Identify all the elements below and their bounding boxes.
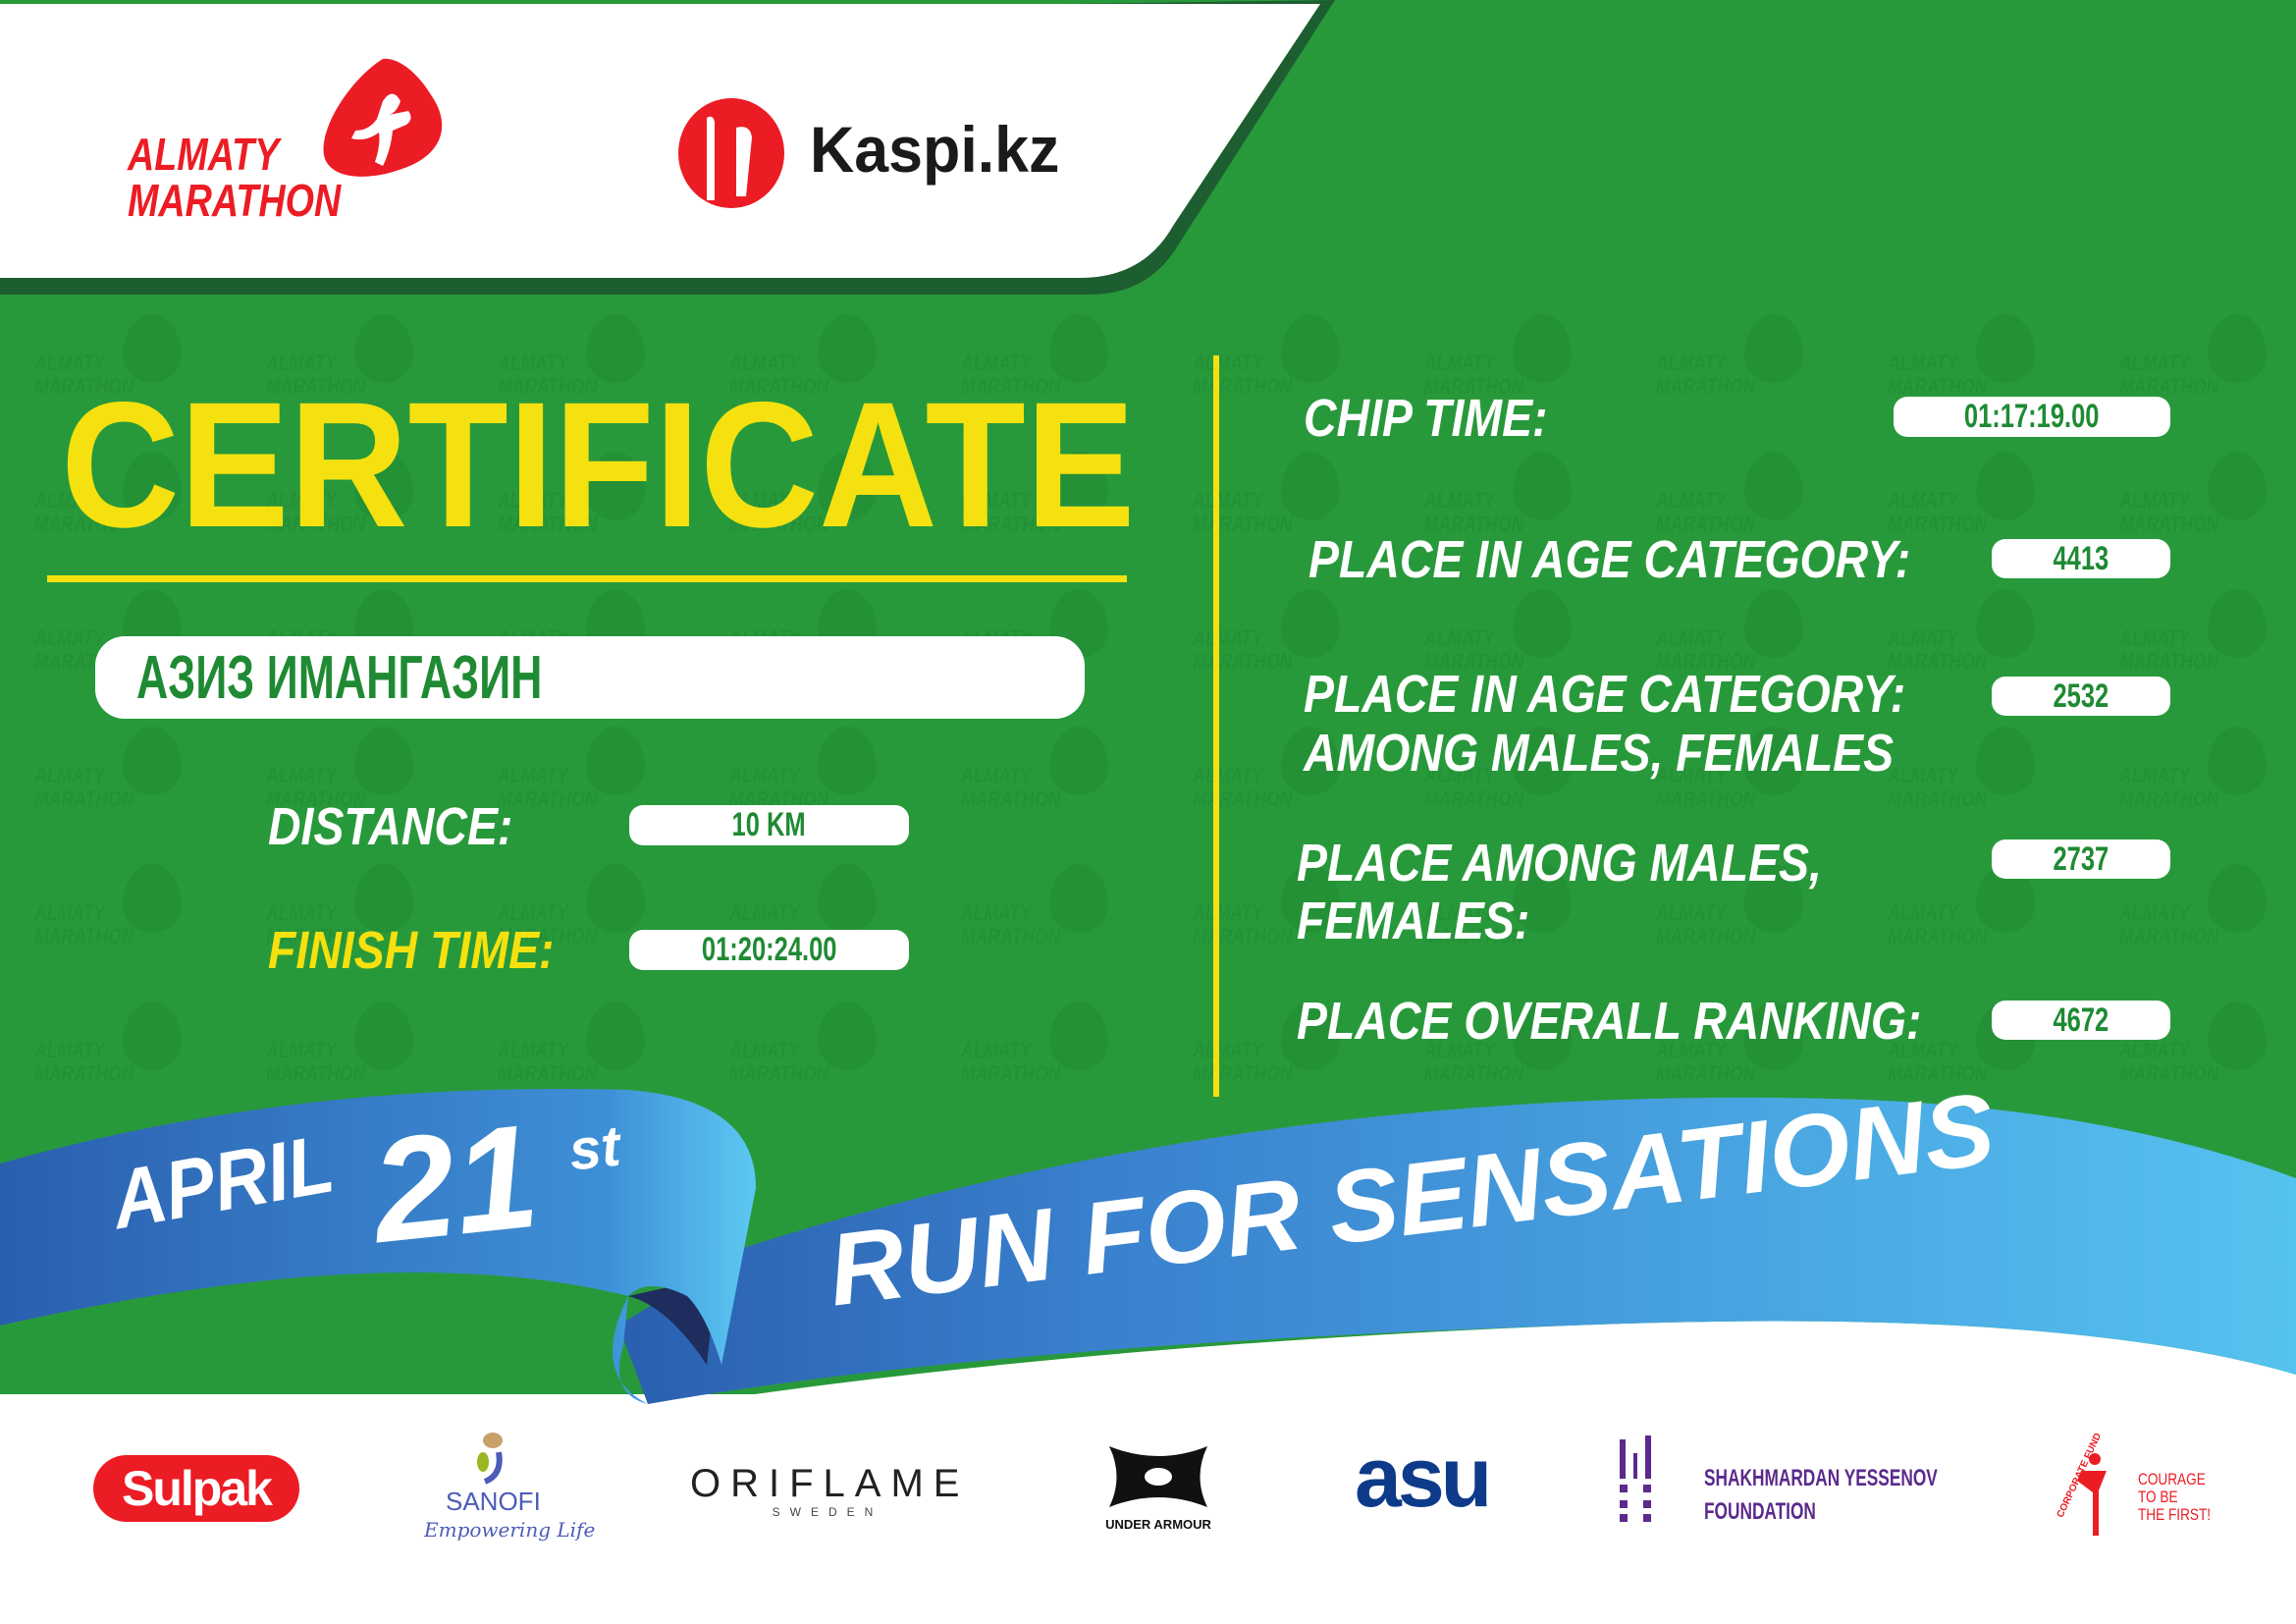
oriflame-sub: SWEDEN — [772, 1505, 883, 1519]
kaspi-figure-icon — [678, 98, 784, 208]
under-armour-icon — [1109, 1446, 1207, 1507]
distance-value: 10 KM — [629, 805, 909, 845]
runner-drop-icon — [323, 58, 443, 177]
ribbon-day: 21 — [364, 1092, 546, 1274]
result-label: CHIP TIME: — [1304, 389, 1548, 448]
sanofi-wordmark: SANOFI — [446, 1487, 541, 1516]
kaspi-logo: Kaspi.kz — [677, 98, 1070, 208]
courage-fund-logo: CORPORATE FUND COURAGE TO BE THE FIRST! — [2052, 1432, 2218, 1540]
certificate-title: CERTIFICATE — [61, 364, 1136, 565]
yessenov-line-2: FOUNDATION — [1704, 1498, 1816, 1525]
result-value: 4413 — [1992, 539, 2170, 578]
finish-time-value: 01:20:24.00 — [629, 930, 909, 970]
yessenov-bars-icon — [1620, 1435, 1651, 1522]
result-label: PLACE AMONG MALES, — [1297, 834, 1822, 893]
oriflame-wordmark: ORIFLAME — [690, 1462, 970, 1505]
yessenov-foundation-logo: SHAKHMARDAN YESSENOV FOUNDATION — [1618, 1434, 1951, 1532]
sulpak-wordmark: Sulpak — [122, 1461, 273, 1516]
oriflame-logo: ORIFLAME SWEDEN — [690, 1463, 965, 1522]
logo-line-1: ALMATY — [128, 129, 280, 180]
courage-line: TO BE — [2138, 1488, 2178, 1506]
sanofi-tagline: Empowering Life — [424, 1518, 596, 1542]
result-value: 2737 — [1992, 839, 2170, 879]
finish-time-label: FINISH TIME: — [268, 921, 555, 980]
kaspi-wordmark: Kaspi.kz — [810, 113, 1060, 186]
courage-figure-icon — [2077, 1453, 2107, 1536]
result-label: PLACE IN AGE CATEGORY: — [1308, 530, 1911, 589]
distance-label: DISTANCE: — [268, 797, 513, 856]
participant-name: АЗИЗ ИМАНГАЗИН — [136, 644, 543, 712]
almaty-marathon-logo: ALMATY MARATHON — [128, 57, 452, 234]
result-value: 01:17:19.00 — [1894, 397, 2170, 437]
result-label: AMONG MALES, FEMALES — [1304, 724, 1895, 783]
result-value: 4672 — [1992, 1001, 2170, 1040]
result-label: FEMALES: — [1297, 892, 1530, 950]
participant-name-field: АЗИЗ ИМАНГАЗИН — [95, 636, 1085, 719]
asu-logo: asu — [1355, 1431, 1492, 1525]
vertical-divider — [1213, 355, 1219, 1097]
ribbon-banner — [0, 1088, 2296, 1404]
sulpak-logo: Sulpak — [93, 1455, 299, 1522]
yessenov-line-1: SHAKHMARDAN YESSENOV — [1704, 1465, 1938, 1491]
logo-line-2: MARATHON — [128, 175, 342, 226]
ribbon-day-suffix: st — [565, 1113, 623, 1183]
sanofi-logo: SANOFI Empowering Life — [422, 1429, 595, 1546]
under-armour-logo: UNDER ARMOUR — [1075, 1441, 1242, 1540]
sanofi-bird-icon — [477, 1433, 503, 1485]
courage-line: THE FIRST! — [2138, 1505, 2212, 1524]
courage-line: COURAGE — [2138, 1470, 2206, 1489]
under-armour-wordmark: UNDER ARMOUR — [1105, 1517, 1211, 1532]
header-panel — [0, 0, 1335, 295]
title-underline — [47, 575, 1127, 582]
result-value: 2532 — [1992, 677, 2170, 716]
result-label: PLACE OVERALL RANKING: — [1297, 992, 1922, 1051]
result-label: PLACE IN AGE CATEGORY: — [1304, 665, 1906, 724]
